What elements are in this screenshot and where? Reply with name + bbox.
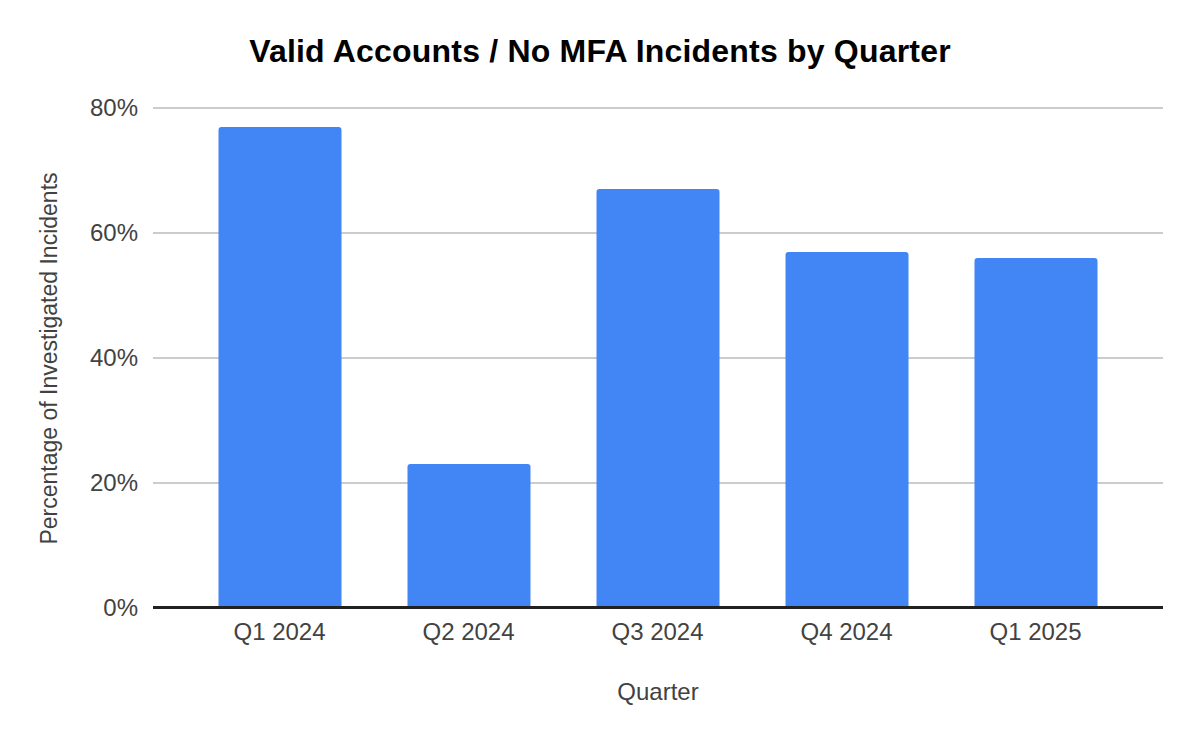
bars-container: Q1 2024Q2 2024Q3 2024Q4 2024Q1 2025 [185,108,1130,608]
chart-title: Valid Accounts / No MFA Incidents by Qua… [0,33,1200,70]
x-tick-label-q1-2025: Q1 2025 [989,618,1081,646]
bar-q1-2025 [974,258,1097,608]
bar-q4-2024 [785,252,908,608]
x-tick-label-q2-2024: Q2 2024 [422,618,514,646]
bar-chart: Valid Accounts / No MFA Incidents by Qua… [0,0,1200,742]
bar-q3-2024 [596,189,719,608]
band-slot-q2-2024: Q2 2024 [374,108,563,608]
y-axis-label: Percentage of Investigated Incidents [36,172,63,544]
band-slot-q3-2024: Q3 2024 [563,108,752,608]
x-tick-label-q4-2024: Q4 2024 [800,618,892,646]
band-slot-q4-2024: Q4 2024 [752,108,941,608]
x-tick-label-q1-2024: Q1 2024 [233,618,325,646]
x-axis-label: Quarter [153,678,1163,706]
y-tick-label-0%: 0% [103,596,138,620]
y-tick-label-40%: 40% [90,346,138,370]
x-axis-line [153,606,1163,609]
y-tick-label-60%: 60% [90,221,138,245]
plot-area: 0%20%40%60%80%Q1 2024Q2 2024Q3 2024Q4 20… [153,108,1163,608]
x-tick-label-q3-2024: Q3 2024 [611,618,703,646]
band-slot-q1-2024: Q1 2024 [185,108,374,608]
band-slot-q1-2025: Q1 2025 [941,108,1130,608]
y-tick-label-80%: 80% [90,96,138,120]
bar-q2-2024 [407,464,530,608]
y-axis-title-container: Percentage of Investigated Incidents [32,108,66,608]
y-tick-label-20%: 20% [90,471,138,495]
bar-q1-2024 [218,127,341,608]
